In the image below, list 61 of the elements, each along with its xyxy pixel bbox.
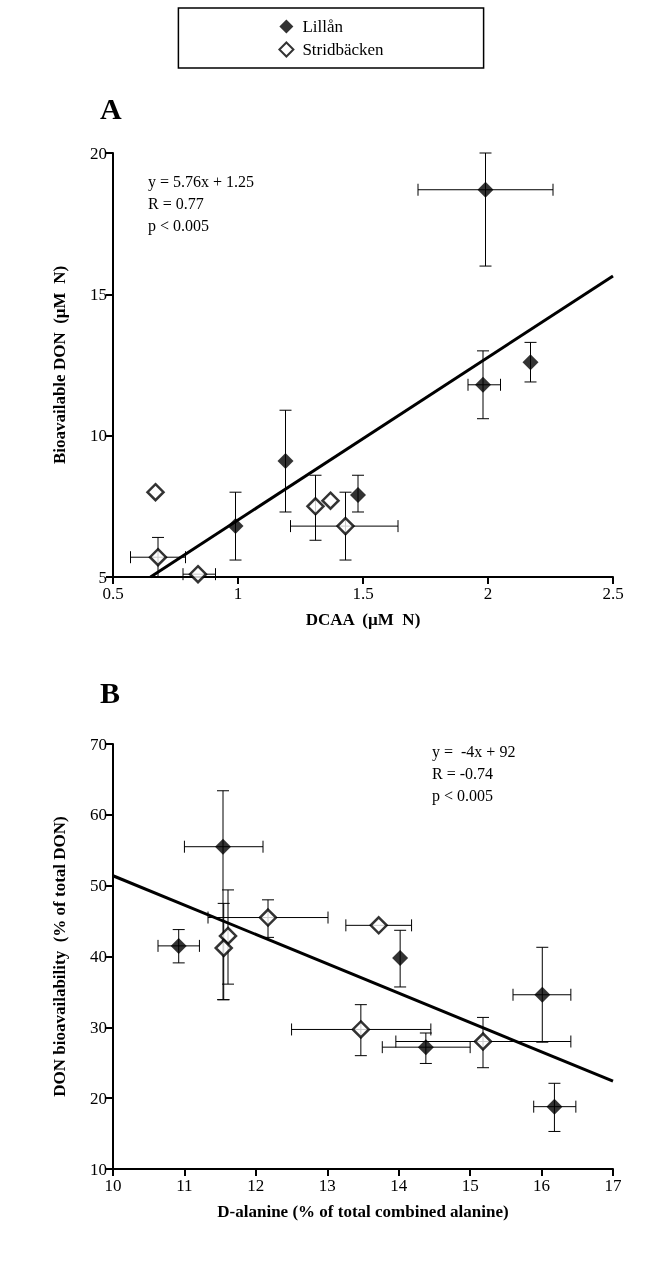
point bbox=[277, 453, 294, 470]
x-tick-label: 16 bbox=[533, 1176, 551, 1195]
y-tick-label: 30 bbox=[90, 1017, 107, 1037]
point bbox=[546, 1098, 563, 1115]
annotation: p < 0.005 bbox=[148, 216, 210, 235]
x-tick-label: 0.5 bbox=[102, 584, 124, 603]
point bbox=[417, 1039, 434, 1056]
x-tick-label: 11 bbox=[176, 1176, 193, 1195]
point bbox=[146, 482, 165, 502]
point bbox=[148, 547, 168, 567]
point bbox=[475, 376, 491, 393]
point bbox=[351, 1020, 371, 1039]
point bbox=[188, 564, 208, 584]
y-tick-label: 50 bbox=[90, 876, 107, 896]
point bbox=[215, 838, 231, 855]
x-axis-title: D-alanine (% of total combined alanine) bbox=[217, 1202, 509, 1221]
x-tick-label: 14 bbox=[390, 1176, 408, 1195]
y-axis-title: Bioavailable DON (µM N) bbox=[50, 265, 69, 465]
annotation: R = -0.74 bbox=[432, 764, 494, 782]
x-tick-label: 13 bbox=[318, 1176, 336, 1195]
annotation: R = 0.77 bbox=[148, 194, 204, 212]
point bbox=[214, 938, 233, 958]
y-tick-label: 70 bbox=[90, 734, 107, 754]
y-tick-label: 5 bbox=[98, 567, 107, 587]
annotation: y = 5.76x + 1.25 bbox=[148, 172, 255, 191]
y-axis-title: DON bioavailability (% of total DON) bbox=[50, 816, 69, 1097]
point bbox=[336, 516, 355, 536]
point bbox=[321, 491, 340, 510]
x-tick-label: 1.5 bbox=[352, 584, 374, 603]
point bbox=[473, 1032, 493, 1051]
point bbox=[477, 181, 494, 198]
x-tick-label: 12 bbox=[247, 1176, 265, 1195]
point bbox=[534, 986, 551, 1003]
point bbox=[258, 908, 278, 927]
chart-title: B bbox=[100, 675, 121, 709]
point bbox=[170, 937, 187, 954]
point bbox=[522, 354, 539, 371]
point bbox=[369, 916, 388, 935]
point bbox=[392, 949, 409, 966]
y-tick-label: 60 bbox=[90, 805, 107, 825]
x-tick-label: 1 bbox=[233, 584, 243, 603]
legend-label: Lillån bbox=[302, 17, 344, 36]
y-tick-label: 10 bbox=[90, 1159, 107, 1179]
x-tick-label: 2.5 bbox=[602, 584, 624, 603]
y-tick-label: 40 bbox=[90, 947, 107, 966]
x-tick-label: 17 bbox=[604, 1176, 622, 1195]
chart-title: A bbox=[100, 91, 122, 125]
point bbox=[350, 487, 366, 504]
y-tick-label: 20 bbox=[90, 143, 107, 163]
y-tick-label: 15 bbox=[90, 284, 107, 304]
x-tick-label: 15 bbox=[461, 1176, 479, 1195]
point bbox=[306, 497, 325, 516]
x-axis-title: DCAA (µM N) bbox=[305, 610, 421, 629]
legend-label: Stridbäcken bbox=[302, 40, 385, 59]
annotation: y = -4x + 92 bbox=[432, 742, 516, 761]
x-tick-label: 2 bbox=[483, 584, 493, 603]
point bbox=[227, 518, 244, 535]
y-tick-label: 10 bbox=[90, 426, 107, 446]
annotation: p < 0.005 bbox=[432, 786, 494, 805]
x-tick-label: 10 bbox=[104, 1176, 122, 1195]
y-tick-label: 20 bbox=[90, 1088, 107, 1108]
